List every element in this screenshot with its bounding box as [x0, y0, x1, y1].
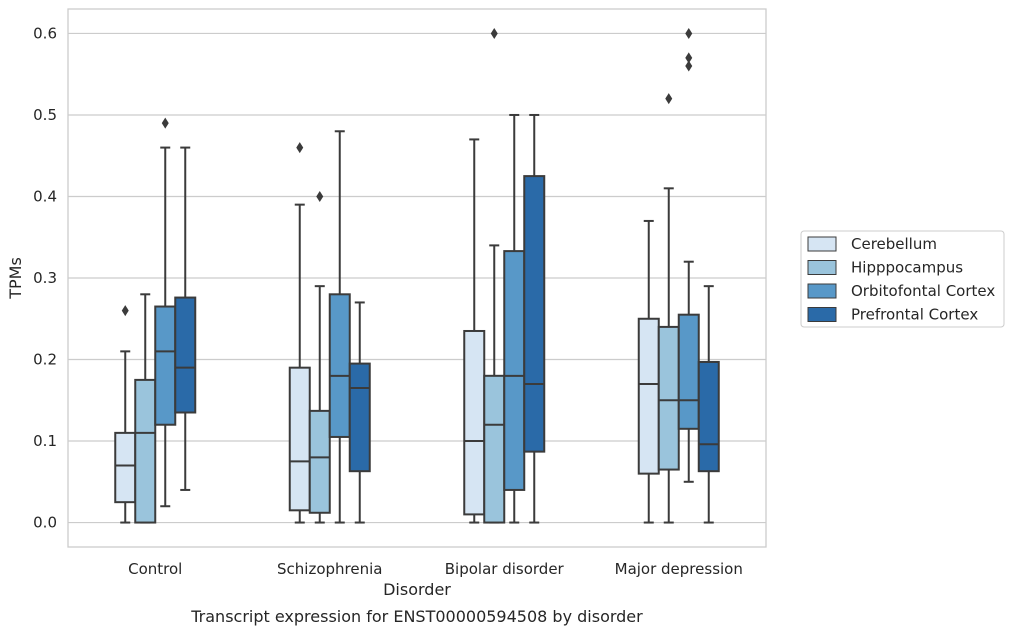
outlier-point [296, 142, 304, 154]
box-iqr [288, 366, 311, 512]
y-tick-label: 0.3 [33, 269, 57, 287]
outlier-point [121, 305, 129, 317]
y-tick-label: 0.6 [33, 24, 57, 42]
box-iqr [174, 296, 197, 414]
box-iqr [677, 313, 700, 430]
box-iqr [523, 175, 546, 453]
outlier-point [316, 190, 324, 202]
box-hipppocampus [308, 190, 331, 524]
box-iqr [697, 360, 720, 473]
box-iqr [154, 305, 177, 426]
box-iqr [134, 378, 157, 524]
x-tick-labels: Control Schizophrenia Bipolar disorder Majo… [128, 560, 743, 578]
box-prefrontal-cortex [348, 301, 371, 524]
box-hipppocampus [483, 27, 506, 524]
plot-frame [67, 8, 767, 548]
legend-swatch [807, 260, 837, 275]
box-hipppocampus [134, 293, 157, 524]
box-prefrontal-cortex [697, 285, 720, 524]
box-iqr [114, 431, 137, 504]
box-prefrontal-cortex [174, 146, 197, 491]
box-iqr [503, 250, 526, 491]
box-iqr [657, 325, 680, 471]
legend-label: Orbitofontal Cortex [851, 282, 995, 300]
box-iqr [483, 374, 506, 524]
y-axis-label: TPMs [6, 257, 25, 300]
y-tick-label: 0.5 [33, 106, 57, 124]
outlier-point [161, 117, 169, 129]
box-cerebellum [114, 305, 137, 524]
outlier-point [685, 52, 693, 64]
box-hipppocampus [657, 93, 680, 524]
x-axis-label: Disorder [383, 580, 451, 599]
box-iqr [463, 329, 486, 516]
box-orbitofontal-cortex [677, 27, 700, 483]
y-tick-labels: 0.0 0.1 0.2 0.3 0.4 0.5 0.6 [33, 24, 57, 531]
legend-swatch [807, 307, 837, 322]
legend: Cerebellum Hipppocampus Orbitofontal Corte… [800, 230, 1005, 328]
box-prefrontal-cortex [523, 113, 546, 524]
box-iqr [348, 362, 371, 473]
legend-label: Prefrontal Cortex [851, 306, 978, 324]
box-series [114, 27, 720, 524]
legend-frame [800, 230, 1005, 328]
box-iqr [328, 293, 351, 438]
y-tick-label: 0.0 [33, 514, 57, 532]
x-tick-label: Schizophrenia [277, 560, 382, 578]
legend-label: Cerebellum [851, 235, 937, 253]
y-tick-label: 0.4 [33, 187, 57, 205]
outlier-point [685, 60, 693, 72]
outlier-point [490, 27, 498, 39]
box-iqr [308, 409, 331, 514]
chart-caption: Transcript expression for ENST0000059450… [190, 607, 643, 626]
y-tick-label: 0.1 [33, 432, 57, 450]
legend-swatch [807, 236, 837, 252]
x-tick-label: Major depression [615, 560, 743, 578]
outlier-point [685, 27, 693, 39]
box-orbitofontal-cortex [328, 130, 351, 524]
legend-label: Hipppocampus [851, 259, 963, 277]
box-orbitofontal-cortex [503, 113, 526, 524]
box-cerebellum [637, 219, 660, 524]
x-tick-label: Bipolar disorder [445, 560, 565, 578]
x-tick-label: Control [128, 560, 182, 578]
box-cerebellum [288, 142, 311, 524]
legend-swatch [807, 283, 837, 299]
y-tick-label: 0.2 [33, 351, 57, 369]
box-orbitofontal-cortex [154, 117, 177, 508]
box-iqr [637, 317, 660, 475]
outlier-point [665, 93, 673, 105]
